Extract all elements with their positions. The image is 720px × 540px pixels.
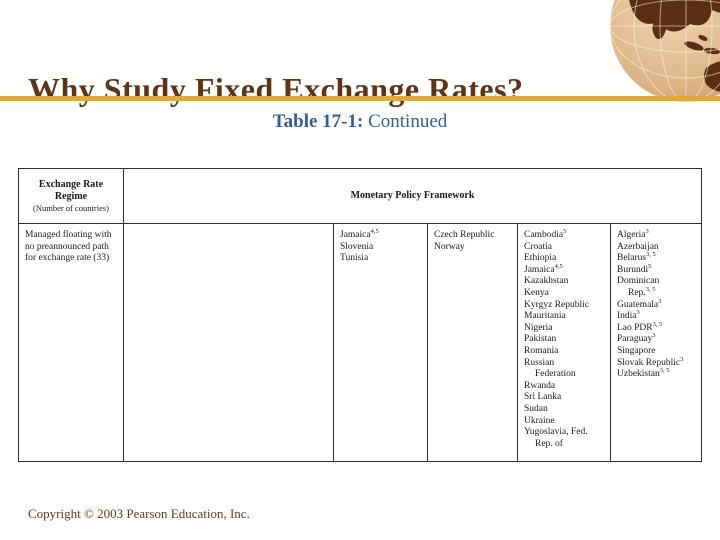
- table-body-row: Managed floating with no preannounced pa…: [19, 224, 701, 461]
- country-entry: Mauritania: [524, 311, 566, 322]
- header-monetary-policy-framework: Monetary Policy Framework: [350, 190, 475, 202]
- country-entry: Algeria3: [617, 227, 649, 240]
- country-entry: Norway: [434, 241, 465, 252]
- country-entry: Slovenia: [340, 241, 374, 252]
- country-entry: India3: [617, 309, 640, 322]
- country-entry: Singapore: [617, 345, 656, 356]
- country-entry: Azerbaijan: [617, 241, 659, 252]
- country-entry: Tunisia: [340, 253, 369, 264]
- country-entry: Ukraine: [524, 415, 555, 426]
- footnote-superscript: 5: [563, 227, 567, 235]
- footnote-superscript: 3: [636, 309, 640, 316]
- footnote-superscript: 4,5: [370, 227, 379, 235]
- country-entry: Cambodia5: [524, 227, 567, 240]
- footnote-superscript: 3: [658, 297, 662, 305]
- cell-other: Algeria3 Azerbaijan Belarus3, 5 Burundi5 Dom…: [611, 224, 701, 461]
- cell-imf-supported-program: Cambodia5 Croatia Ethiopia Jamaica4,5 Kazakh…: [518, 224, 611, 461]
- country-entry: Lao PDR3, 5: [617, 320, 663, 333]
- table-caption: Table 17-1: Continued: [0, 111, 720, 133]
- footnote-superscript: 3, 5: [652, 320, 663, 328]
- footnote-superscript: 3: [652, 332, 656, 340]
- footnote-superscript: 3: [680, 355, 684, 363]
- copyright-notice: Copyright © 2003 Pearson Education, Inc.: [28, 506, 250, 521]
- country-entry: Russian: [524, 357, 555, 368]
- footnote-superscript: 3, 5: [659, 366, 670, 374]
- footnote-superscript: 4,5: [554, 262, 563, 270]
- country-entry: Rep.3, 5: [628, 285, 656, 298]
- country-entry: Jamaica4,5: [524, 262, 563, 275]
- footnote-superscript: 3: [645, 227, 649, 235]
- country-entry: Sudan: [524, 403, 548, 414]
- country-entry: Guatemala3: [617, 297, 662, 310]
- country-entry: Uzbekistan3, 5: [617, 366, 670, 380]
- cell-monetary-aggregate-target: Jamaica4,5 Slovenia Tunisia: [334, 224, 428, 461]
- header-regime-line1: Exchange Rate: [38, 178, 104, 190]
- cell-regime-description: Managed floating with no preannounced pa…: [19, 224, 124, 461]
- country-entry: Jamaica4,5: [340, 227, 379, 240]
- globe-logo-icon: [610, 0, 720, 102]
- country-entry: Pakistan: [524, 334, 557, 345]
- country-entry: Romania: [524, 345, 559, 356]
- table-caption-continued: Continued: [363, 111, 448, 132]
- country-entry: Rwanda: [524, 380, 556, 391]
- country-entry: Kyrgyz Republic: [524, 299, 589, 310]
- footnote-superscript: 3, 5: [645, 285, 656, 293]
- cell-inflation-targeting: Czech Republic Norway: [428, 224, 518, 461]
- country-entry: Belarus3, 5: [617, 251, 656, 264]
- country-entry: Paraguay3: [617, 332, 656, 345]
- slide-title: Why Study Fixed Exchange Rates?: [28, 71, 524, 108]
- table-header-row: Exchange Rate Regime (Number of countrie…: [19, 169, 701, 224]
- country-entry: Kenya: [524, 287, 549, 298]
- exchange-rate-regime-table: Exchange Rate Regime (Number of countrie…: [18, 168, 702, 462]
- country-entry: Czech Republic: [434, 230, 495, 240]
- header-exchange-rate-regime: Exchange Rate Regime (Number of countrie…: [19, 169, 124, 223]
- table-caption-number: Table 17-1:: [272, 111, 364, 132]
- country-entry: Kazakhstan: [524, 276, 569, 287]
- country-entry: Burundi5: [617, 262, 652, 275]
- country-entry: Rep. of: [535, 438, 563, 449]
- header-regime-note: (Number of countries): [32, 202, 109, 213]
- country-entry: Yugoslavia, Fed.: [524, 427, 588, 438]
- footnote-superscript: 5: [648, 262, 652, 270]
- country-entry: Nigeria: [524, 322, 553, 333]
- footnote-superscript: 3, 5: [646, 251, 656, 259]
- country-entry: Federation: [535, 369, 576, 380]
- title-accent-rule: [0, 96, 720, 101]
- country-entry: Croatia: [524, 241, 552, 252]
- cell-exchange-rate-anchor: [124, 224, 334, 461]
- country-entry: Slovak Republic3: [617, 355, 684, 368]
- country-entry: Sri Lanka: [524, 392, 562, 403]
- header-regime-line2: Regime: [54, 190, 88, 202]
- country-entry: Dominican: [617, 276, 660, 287]
- country-entry: Ethiopia: [524, 253, 557, 264]
